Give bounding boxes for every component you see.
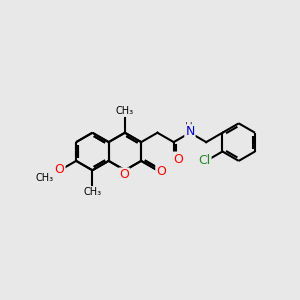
Text: O: O [156, 165, 166, 178]
Text: O: O [55, 163, 64, 176]
Text: O: O [119, 169, 129, 182]
Text: CH₃: CH₃ [36, 173, 54, 183]
Text: H: H [185, 122, 193, 133]
Text: O: O [173, 152, 183, 166]
Text: N: N [185, 125, 195, 138]
Text: Cl: Cl [198, 154, 211, 167]
Text: CH₃: CH₃ [83, 187, 101, 197]
Text: CH₃: CH₃ [116, 106, 134, 116]
